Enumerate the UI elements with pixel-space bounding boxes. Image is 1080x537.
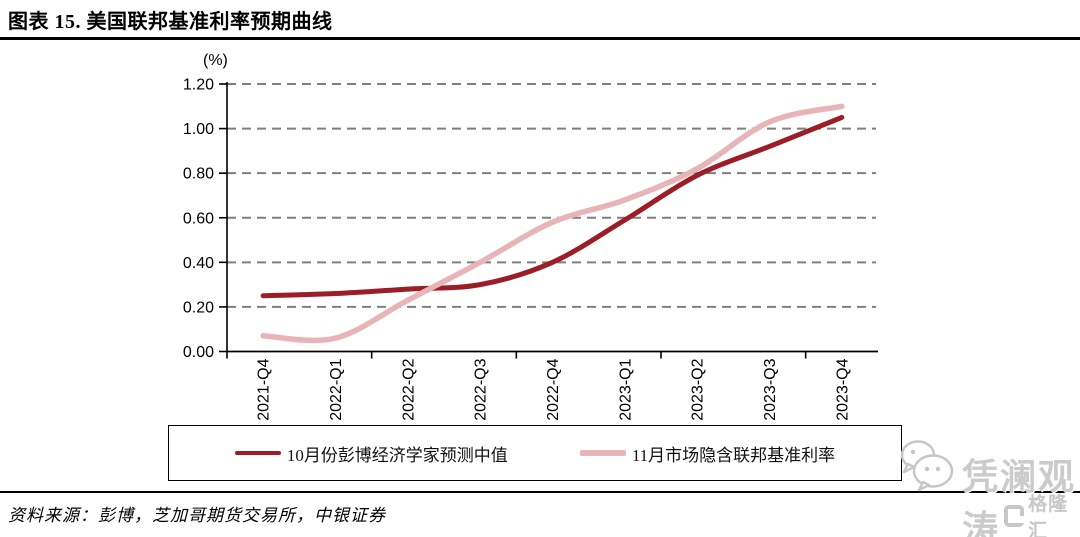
wechat-icon [900, 440, 954, 492]
y-tick-label: 1.20 [183, 77, 214, 94]
legend-label-bloomberg-median: 10月份彭博经济学家预测中值 [286, 445, 508, 465]
legend-item-market-implied: 11月市场隐含联邦基准利率 [579, 441, 836, 466]
x-axis [226, 350, 878, 359]
x-tick-label: 2021-Q4 [256, 358, 273, 420]
x-tick-label: 2023-Q1 [617, 358, 634, 420]
gelonghui-logo: 格隆汇 [1004, 489, 1080, 537]
legend-label-market-implied: 11月市场隐含联邦基准利率 [631, 445, 836, 465]
series-line-0 [260, 114, 845, 299]
figure-title: 图表 15. 美国联邦基准利率预期曲线 [8, 11, 333, 33]
legend-item-bloomberg-median: 10月份彭博经济学家预测中值 [234, 441, 508, 466]
footer-divider [0, 491, 1080, 493]
y-tick-label: 0.40 [183, 255, 214, 272]
x-tick-label: 2023-Q2 [690, 358, 707, 420]
y-axis-unit-label: (%) [203, 52, 228, 69]
chart-legend: 10月份彭博经济学家预测中值 11月市场隐含联邦基准利率 [168, 425, 902, 481]
gelonghui-logo-icon [1004, 505, 1025, 527]
legend-swatch-bloomberg-median [234, 450, 281, 456]
series-line-1 [260, 103, 845, 344]
title-divider [0, 37, 1080, 40]
x-tick-label: 2022-Q1 [328, 358, 345, 420]
gelonghui-logo-text: 格隆汇 [1028, 494, 1069, 537]
x-tick-label: 2022-Q3 [473, 358, 490, 420]
source-note: 资料来源：彭博，芝加哥期货交易所，中银证券 [8, 506, 386, 525]
x-tick-label: 2023-Q4 [834, 358, 851, 420]
y-axis: 0.00 0.20 0.40 0.60 0.80 1.00 1.20 [183, 77, 228, 361]
x-tick-label: 2022-Q4 [545, 358, 562, 420]
legend-swatch-market-implied [579, 450, 626, 456]
y-tick-label: 0.80 [183, 166, 214, 183]
x-tick-label: 2022-Q2 [400, 358, 417, 420]
x-axis-labels: 2021-Q4 2022-Q1 2022-Q2 2022-Q3 2022-Q4 2023-… [256, 358, 852, 420]
gridlines [227, 83, 876, 308]
y-tick-label: 1.00 [183, 121, 214, 138]
y-tick-label: 0.20 [183, 299, 214, 316]
y-tick-label: 0.00 [183, 344, 214, 361]
x-tick-label: 2023-Q3 [762, 358, 779, 420]
watermark-account-name: 凭澜观涛 [962, 457, 1077, 537]
y-tick-label: 0.60 [183, 210, 214, 227]
